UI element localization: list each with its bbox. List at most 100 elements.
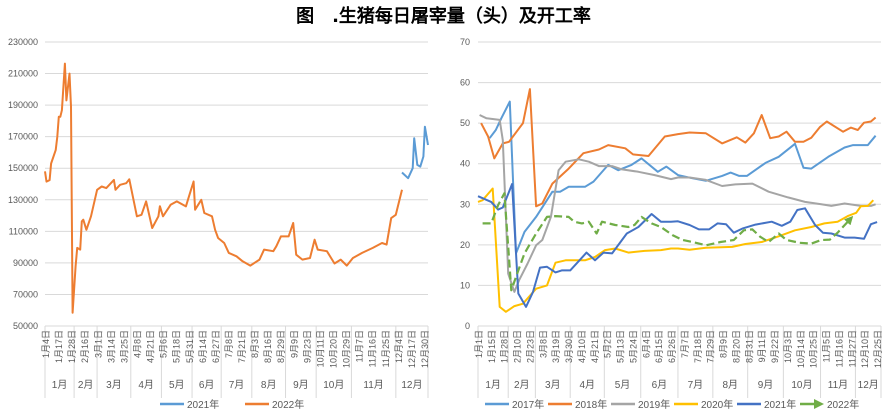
y-tick-label: 170000: [8, 132, 38, 142]
y-tick-label: 60: [460, 78, 470, 88]
x-date-label: 4月21日: [146, 330, 156, 363]
month-label: 3月: [106, 379, 122, 391]
legend-label: 2019年: [638, 398, 670, 411]
month-label: 11月: [363, 379, 383, 391]
month-label: 9月: [293, 379, 309, 391]
x-date-label: 10月3日: [783, 330, 793, 363]
x-date-label: 3月25日: [119, 330, 129, 363]
x-date-label: 8月3日: [250, 330, 260, 358]
x-date-label: 6月27日: [211, 330, 221, 363]
x-date-label: 11月7日: [355, 330, 365, 362]
x-date-label: 11月27日: [847, 330, 857, 367]
y-tick-label: 10: [460, 280, 470, 290]
x-date-label: 7月8日: [224, 330, 234, 358]
x-date-label: 1月1日: [474, 330, 484, 358]
month-label: 5月: [615, 379, 631, 391]
x-date-label: 7月21日: [237, 330, 247, 363]
x-date-label: 11月25日: [381, 330, 391, 367]
x-date-label: 8月9日: [719, 330, 729, 358]
x-date-label: 5月31日: [185, 330, 195, 363]
month-label: 7月: [688, 379, 704, 391]
y-tick-label: 50000: [13, 321, 38, 331]
month-label: 8月: [261, 379, 277, 391]
x-date-label: 12月4日: [394, 330, 404, 363]
legend-label: 2018年: [575, 398, 607, 411]
x-date-label: 11月16日: [834, 330, 844, 367]
x-date-label: 10月11日: [315, 330, 325, 367]
x-date-label: 2月16日: [80, 330, 90, 363]
x-date-label: 11月5日: [822, 330, 832, 362]
series-line-2017: [488, 100, 877, 255]
x-date-label: 3月8日: [538, 330, 548, 358]
month-label: 4月: [579, 379, 595, 391]
month-label: 9月: [758, 379, 774, 391]
x-date-label: 1月15日: [487, 330, 497, 363]
y-tick-label: 0: [465, 321, 470, 331]
series-line-2021: [401, 125, 429, 180]
x-date-label: 4月8日: [132, 330, 142, 358]
month-label: 8月: [722, 379, 738, 391]
legend-label: 2021年: [187, 398, 219, 411]
y-tick-label: 190000: [8, 100, 38, 110]
x-date-label: 10月29日: [342, 330, 352, 368]
month-label: 11月: [828, 379, 848, 391]
month-label: 1月: [485, 379, 501, 391]
y-tick-label: 110000: [9, 226, 38, 236]
series-line-2020: [477, 187, 875, 313]
x-date-label: 7月7日: [680, 330, 690, 358]
series-line-2019: [479, 114, 876, 293]
x-date-label: 10月20日: [329, 330, 339, 368]
x-date-label: 5月2日: [603, 330, 613, 358]
x-date-label: 12月25日: [873, 330, 883, 368]
x-date-label: 3月19日: [551, 330, 561, 363]
x-date-label: 1月28日: [500, 330, 510, 363]
month-label: 2月: [78, 379, 94, 391]
x-date-label: 3月14日: [106, 330, 116, 363]
x-date-label: 10月14日: [796, 330, 806, 368]
x-date-label: 9月22日: [770, 330, 780, 363]
figure-title: 图 .生猪每日屠宰量（头）及开工率: [296, 6, 591, 27]
x-date-label: 9月11日: [757, 330, 767, 362]
x-date-label: 9月23日: [302, 330, 312, 363]
x-date-label: 5月18日: [172, 330, 182, 363]
series-line-2018: [480, 88, 877, 208]
month-label: 12月: [858, 379, 879, 391]
y-tick-label: 70000: [13, 289, 38, 299]
x-date-label: 8月31日: [744, 330, 754, 363]
y-tick-label: 30: [460, 199, 470, 209]
x-date-label: 6月15日: [654, 330, 664, 363]
x-date-label: 7月18日: [693, 330, 703, 363]
x-date-label: 10月25日: [809, 330, 819, 368]
slaughter-volume-chart: 50000 70000 90000 110000 130000 150000 170000 1…: [8, 37, 430, 411]
month-label: 12月: [401, 379, 422, 391]
month-label: 6月: [199, 379, 215, 391]
month-label: 6月: [652, 379, 668, 391]
x-date-label: 12月17日: [407, 330, 417, 368]
x-date-label: 5月24日: [628, 330, 638, 363]
y-tick-label: 20: [460, 240, 470, 250]
x-date-label: 7月29日: [706, 330, 716, 363]
x-date-label: 1月28日: [67, 330, 77, 363]
x-date-label: 8月20日: [731, 330, 741, 363]
legend-label: 2020年: [701, 398, 733, 411]
month-label: 1月: [52, 379, 68, 391]
y-tick-label: 230000: [8, 37, 38, 47]
y-tick-label: 50: [460, 118, 470, 128]
x-date-label: 6月14日: [198, 330, 208, 363]
x-date-label: 3月1日: [93, 330, 103, 358]
month-label: 3月: [545, 379, 561, 391]
x-date-label: 2月23日: [525, 330, 535, 363]
y-tick-label: 150000: [8, 163, 38, 173]
x-date-label: 5月13日: [616, 330, 626, 363]
x-date-label: 9月9日: [289, 330, 299, 358]
series-line-2021: [477, 183, 878, 308]
series-line-2022: [482, 192, 854, 292]
x-date-label: 12月30日: [420, 330, 430, 368]
y-tick-label: 40: [460, 159, 470, 169]
series-line-2022: [44, 62, 403, 314]
x-date-label: 8月29日: [276, 330, 286, 363]
month-label: 4月: [138, 379, 154, 391]
x-date-label: 6月4日: [641, 330, 651, 358]
x-date-label: 11月16日: [368, 330, 378, 367]
